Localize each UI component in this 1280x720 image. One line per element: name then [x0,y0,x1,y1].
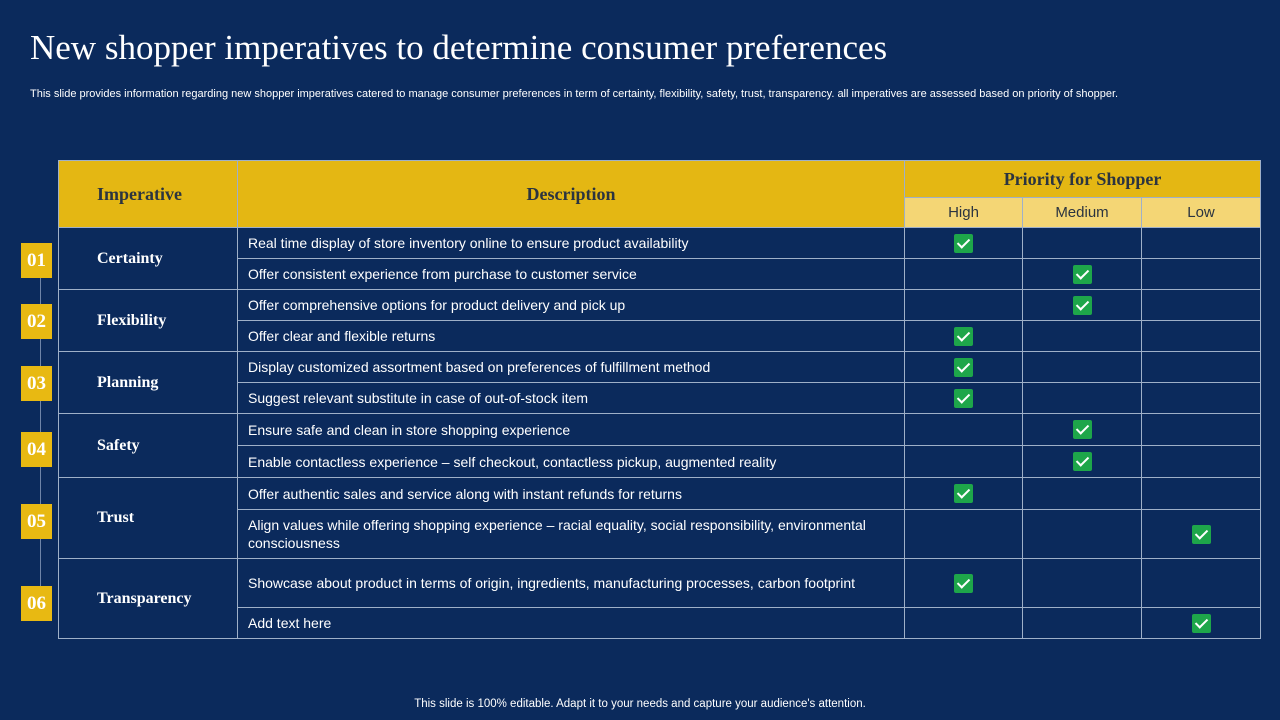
priority-high-cell [904,445,1023,478]
number-column: 01 02 03 04 05 06 [0,0,60,720]
priority-medium-cell [1022,320,1142,352]
header-medium: Medium [1022,197,1142,228]
number-badge: 06 [21,586,56,621]
check-icon [1191,613,1211,633]
description-cell: Offer clear and flexible returns [237,320,905,352]
priority-high-cell [904,351,1023,383]
priority-medium-cell [1022,289,1142,321]
priority-medium-cell [1022,258,1142,290]
number-badge: 04 [21,432,56,467]
priority-medium-cell [1022,351,1142,383]
priority-low-cell [1140,509,1262,559]
number-connector-line [40,243,41,603]
description-cell: Suggest relevant substitute in case of o… [237,382,905,414]
priority-low-cell [1140,477,1262,510]
priority-high-cell [904,258,1023,290]
priority-high-cell [904,289,1023,321]
description-cell: Real time display of store inventory onl… [237,227,905,259]
header-priority: Priority for Shopper [903,160,1262,198]
footer-note: This slide is 100% editable. Adapt it to… [414,698,866,710]
description-cell: Offer authentic sales and service along … [237,477,905,510]
priority-medium-cell [1022,558,1142,608]
priority-medium-cell [1022,227,1142,259]
imperative-cell: Certainty [58,227,238,290]
priority-medium-cell [1022,509,1142,559]
table-row: Certainty Real time display of store inve… [58,227,1262,290]
description-cell: Ensure safe and clean in store shopping … [237,413,905,446]
description-cell: Add text here [237,607,905,639]
imperative-cell: Safety [58,413,238,478]
table-row: Align values while offering shopping exp… [59,509,1262,559]
table-row: Safety Ensure safe and clean in store sho… [58,413,1262,478]
table-row: Trust Offer authentic sales and service a… [58,477,1262,559]
priority-low-cell [1140,258,1262,290]
priority-medium-cell [1022,477,1142,510]
description-cell: Enable contactless experience – self che… [237,445,905,478]
priority-medium-cell [1022,382,1142,414]
priority-low-cell [1140,607,1262,639]
page-title: New shopper imperatives to determine con… [30,28,888,67]
imperative-cell: Planning [58,351,238,414]
priority-low-cell [1140,320,1262,352]
table-row: Transparency Showcase about product in te… [58,558,1262,639]
check-icon [1072,295,1092,315]
imperative-cell: Trust [58,477,238,559]
table-row: Planning Display customized assortment ba… [58,351,1262,414]
header-high: High [904,197,1023,228]
check-icon [954,233,973,253]
priority-high-cell [904,477,1023,510]
priority-low-cell [1140,558,1262,608]
table-body: Certainty Real time display of store inve… [58,227,1262,639]
description-cell: Align values while offering shopping exp… [237,509,905,559]
number-badge: 05 [21,504,56,539]
page-subtitle: This slide provides information regardin… [30,88,1119,100]
check-icon [954,573,973,593]
priority-low-cell [1140,445,1262,478]
check-icon [954,357,973,377]
priority-medium-cell [1022,445,1142,478]
check-icon [954,388,973,408]
header-description: Description [237,160,905,228]
number-badge: 02 [21,304,56,339]
imperative-cell: Flexibility [58,289,238,352]
table-row: Suggest relevant substitute in case of o… [59,382,1262,414]
priority-low-cell [1140,227,1262,259]
priority-high-cell [904,320,1023,352]
description-cell: Display customized assortment based on p… [237,351,905,383]
check-icon [954,484,973,503]
priority-medium-cell [1022,413,1142,446]
check-icon [1072,452,1092,471]
priority-high-cell [904,558,1023,608]
imperative-cell: Transparency [58,558,238,639]
check-icon [1191,524,1211,544]
number-badge: 03 [21,366,56,401]
priority-low-cell [1140,413,1262,446]
description-cell: Offer consistent experience from purchas… [237,258,905,290]
priority-high-cell [904,413,1023,446]
priority-high-cell [904,509,1023,559]
check-icon [954,326,973,346]
priority-medium-cell [1022,607,1142,639]
number-badge: 01 [21,243,56,278]
priority-low-cell [1140,382,1262,414]
table-row: Add text here [59,607,1262,639]
check-icon [1072,264,1092,284]
priority-high-cell [904,382,1023,414]
table-row: Offer consistent experience from purchas… [59,258,1262,290]
header-imperative: Imperative [58,160,238,228]
description-cell: Showcase about product in terms of origi… [237,558,905,608]
imperatives-table: Imperative Description Priority for Shop… [58,160,1262,639]
check-icon [1072,420,1092,439]
priority-high-cell [904,607,1023,639]
description-cell: Offer comprehensive options for product … [237,289,905,321]
priority-high-cell [904,227,1023,259]
table-row: Offer clear and flexible returns [59,320,1262,352]
header-low: Low [1140,197,1262,228]
priority-low-cell [1140,351,1262,383]
table-row: Enable contactless experience – self che… [59,445,1262,478]
priority-low-cell [1140,289,1262,321]
table-row: Flexibility Offer comprehensive options f… [58,289,1262,352]
